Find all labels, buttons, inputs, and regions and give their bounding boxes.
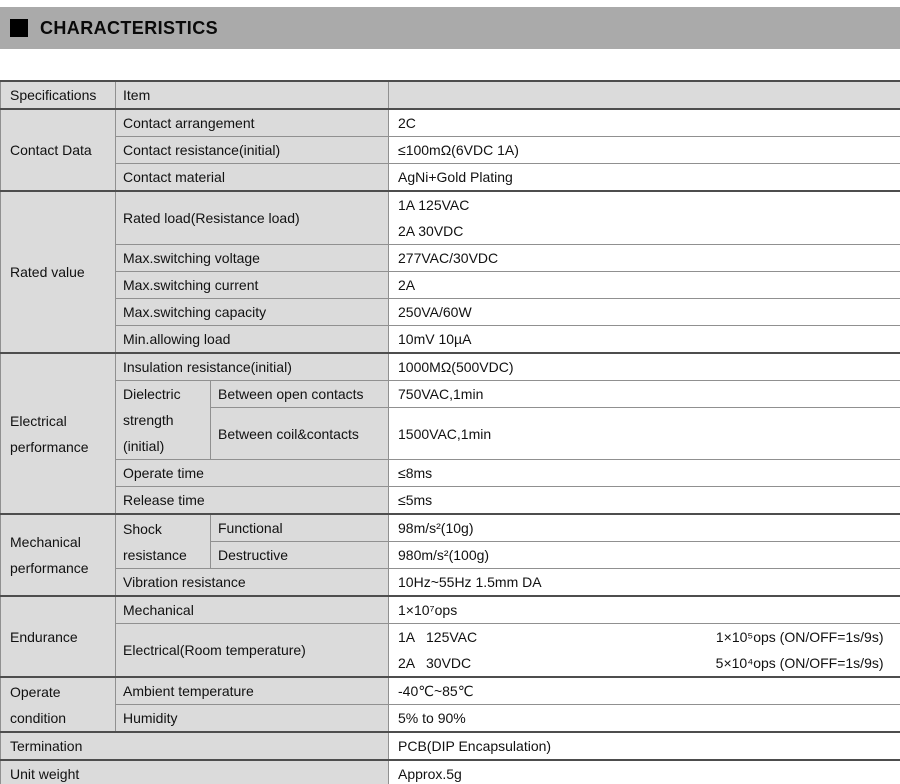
- spec-value: 10mV 10µA: [388, 325, 900, 354]
- spec-value: 98m/s²(10g): [388, 513, 900, 542]
- spec-value: 750VAC,1min: [388, 380, 900, 408]
- spec-item: Ambient temperature: [114, 676, 390, 705]
- black-square-bullet-icon: [10, 19, 28, 37]
- load-current: 1A: [398, 629, 416, 645]
- spec-value: 5% to 90%: [388, 704, 900, 733]
- table-row: Unit weight Approx.5g: [0, 759, 900, 784]
- section-label-termination: Termination: [0, 731, 390, 761]
- spec-item: Max.switching current: [114, 271, 390, 299]
- table-row: Max.switching voltage 277VAC/30VDC: [1, 244, 900, 272]
- spec-item: Release time: [114, 486, 390, 515]
- spec-item: Mechanical: [114, 595, 390, 624]
- table-row: Electrical(Room temperature) 1A 125VAC 1…: [1, 623, 900, 678]
- section-label-operate-condition: Operate condition: [0, 676, 116, 733]
- spec-item: Between open contacts: [209, 380, 390, 408]
- spec-item: Humidity: [114, 704, 390, 733]
- spec-item: Between coil&contacts: [209, 407, 390, 460]
- spec-value: ≤8ms: [388, 459, 900, 487]
- spec-value: 1500VAC,1min: [388, 407, 900, 460]
- spec-value: ≤5ms: [388, 486, 900, 515]
- endurance-electrical-line-1: 1A 125VAC 1×10⁵ops (ON/OFF=1s/9s): [398, 624, 895, 650]
- spec-item: Destructive: [209, 541, 390, 569]
- spec-item: Max.switching capacity: [114, 298, 390, 326]
- spec-value: 10Hz~55Hz 1.5mm DA: [388, 568, 900, 597]
- spec-value: PCB(DIP Encapsulation): [388, 731, 900, 761]
- spec-item: Functional: [209, 513, 390, 542]
- table-row: Vibration resistance 10Hz~55Hz 1.5mm DA: [1, 568, 900, 597]
- table-row: Electrical performance Insulation resist…: [0, 352, 900, 515]
- section-label-contact-data: Contact Data: [0, 108, 116, 192]
- section-label-unit-weight: Unit weight: [0, 759, 390, 784]
- rated-load-line-2: 2A 30VDC: [398, 223, 464, 239]
- spec-item: Electrical(Room temperature): [114, 623, 390, 678]
- header-item: Item: [114, 80, 390, 110]
- table-row: Contact material AgNi+Gold Plating: [1, 163, 900, 192]
- spec-item: Max.switching voltage: [114, 244, 390, 272]
- section-title-bar: CHARACTERISTICS: [0, 7, 900, 49]
- load-current: 2A: [398, 655, 416, 671]
- spec-value: 277VAC/30VDC: [388, 244, 900, 272]
- table-row: Contact resistance(initial) ≤100mΩ(6VDC …: [1, 136, 900, 164]
- section-label-endurance: Endurance: [0, 595, 116, 678]
- spec-value: ≤100mΩ(6VDC 1A): [388, 136, 900, 164]
- spec-value: 2C: [388, 108, 900, 137]
- page-title: CHARACTERISTICS: [40, 17, 219, 38]
- operations-count: 1×10⁵ops (ON/OFF=1s/9s): [715, 629, 884, 645]
- table-row: Dielectric strength (initial) Between op…: [1, 380, 900, 460]
- spec-item: Rated load(Resistance load): [114, 190, 390, 245]
- table-row: Max.switching current 2A: [1, 271, 900, 299]
- sub-label-shock-resistance: Shock resistance: [115, 513, 211, 569]
- spec-value: 980m/s²(100g): [388, 541, 900, 569]
- table-row: Release time ≤5ms: [1, 486, 900, 515]
- table-row: Min.allowing load 10mV 10µA: [1, 325, 900, 354]
- spec-item: Vibration resistance: [114, 568, 390, 597]
- spec-item: Insulation resistance(initial): [114, 352, 390, 381]
- table-row: Destructive 980m/s²(100g): [1, 541, 900, 569]
- spec-item: Operate time: [114, 459, 390, 487]
- section-label-mechanical-performance: Mechanical performance: [0, 513, 116, 597]
- spec-value: 1A 125VAC 2A 30VDC: [388, 190, 900, 245]
- table-row: Contact Data Contact arrangement 2C: [0, 108, 900, 192]
- table-row: Endurance Mechanical 1×10⁷ops: [0, 595, 900, 678]
- spec-item: Contact material: [114, 163, 390, 192]
- table-header-row: Specifications Item: [0, 80, 900, 110]
- spec-item: Min.allowing load: [114, 325, 390, 354]
- operations-count: 5×10⁴ops (ON/OFF=1s/9s): [715, 655, 884, 671]
- spec-value: Approx.5g: [388, 759, 900, 784]
- table-row: Rated value Rated load(Resistance load) …: [0, 190, 900, 354]
- table-row: Humidity 5% to 90%: [1, 704, 900, 733]
- spec-value: 1×10⁷ops: [388, 595, 900, 624]
- table-row: Operate time ≤8ms: [1, 459, 900, 487]
- spec-value: 1000MΩ(500VDC): [388, 352, 900, 381]
- table-row: Termination PCB(DIP Encapsulation): [0, 731, 900, 761]
- load-voltage: 30VDC: [426, 655, 472, 671]
- load-voltage: 125VAC: [426, 629, 478, 645]
- spec-value: 1A 125VAC 1×10⁵ops (ON/OFF=1s/9s) 2A 30V…: [388, 623, 900, 678]
- spec-value: -40℃~85℃: [388, 676, 900, 705]
- section-label-rated-value: Rated value: [0, 190, 116, 354]
- rated-load-line-1: 1A 125VAC: [398, 197, 470, 213]
- header-specifications: Specifications: [0, 80, 116, 110]
- characteristics-table: Specifications Item Contact Data Contact…: [0, 80, 900, 784]
- header-value-cell: [388, 80, 900, 110]
- endurance-electrical-line-2: 2A 30VDC 5×10⁴ops (ON/OFF=1s/9s): [398, 650, 895, 676]
- table-row: Max.switching capacity 250VA/60W: [1, 298, 900, 326]
- spec-item: Contact arrangement: [114, 108, 390, 137]
- table-row: Operate condition Ambient temperature -4…: [0, 676, 900, 733]
- spec-value: 2A: [388, 271, 900, 299]
- spec-value: AgNi+Gold Plating: [388, 163, 900, 192]
- sub-label-dielectric-strength: Dielectric strength (initial): [115, 380, 211, 460]
- table-row: Mechanical performance Shock resistance …: [0, 513, 900, 597]
- spec-item: Contact resistance(initial): [114, 136, 390, 164]
- section-label-electrical-performance: Electrical performance: [0, 352, 116, 515]
- spec-value: 250VA/60W: [388, 298, 900, 326]
